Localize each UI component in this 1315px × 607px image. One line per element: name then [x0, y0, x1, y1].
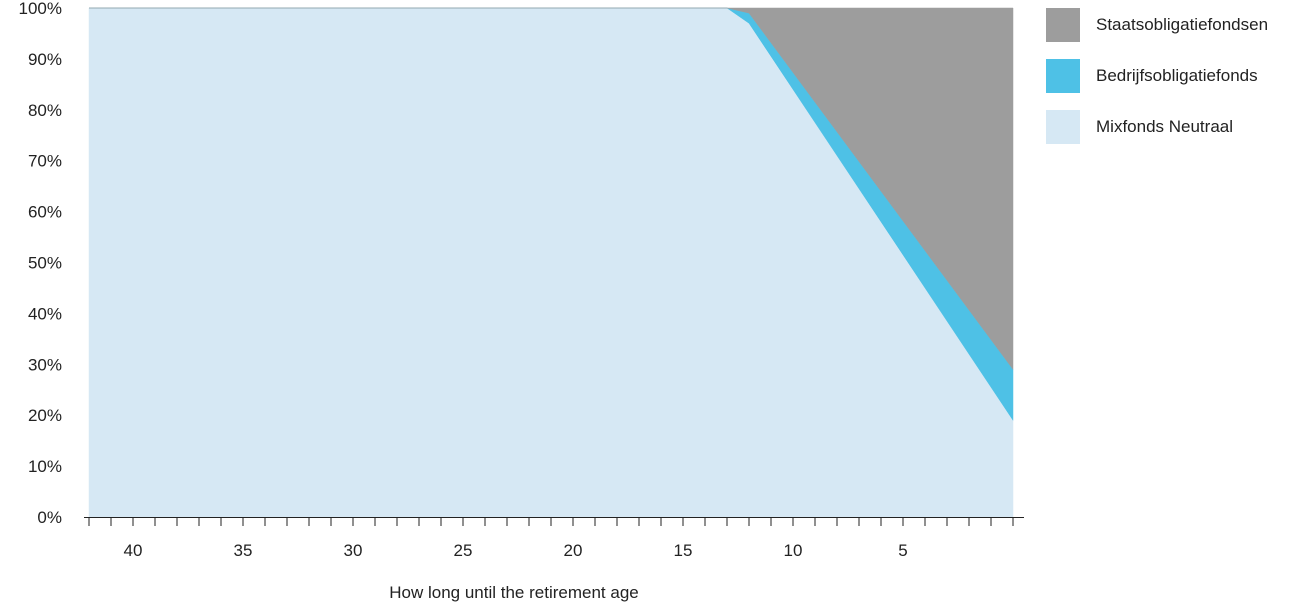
area-staatsobligatiefondsen — [89, 7, 1014, 371]
x-tick-label: 25 — [454, 541, 473, 560]
y-tick-label: 10% — [28, 457, 62, 476]
y-tick-label: 50% — [28, 254, 62, 273]
y-tick-label: 60% — [28, 203, 62, 222]
y-labels-layer: 0% 10% 20% 30% 40% 50% 60% 70% 80% 90% 100% — [19, 0, 62, 527]
y-tick-label: 70% — [28, 152, 62, 171]
legend-swatch-staatsobligatiefondsen — [1046, 8, 1080, 42]
x-tick-label: 20 — [564, 541, 583, 560]
legend-label-bedrijfsobligatiefonds: Bedrijfsobligatiefonds — [1096, 66, 1258, 85]
x-ticks-layer: 40 35 30 25 20 15 10 5 — [88, 517, 1014, 560]
x-tick-label: 5 — [898, 541, 907, 560]
legend-item-bedrijfsobligatiefonds: Bedrijfsobligatiefonds — [1046, 59, 1268, 93]
legend-item-mixfonds-neutraal: Mixfonds Neutraal — [1046, 110, 1268, 144]
x-axis-title: How long until the retirement age — [389, 583, 638, 602]
y-tick-label: 80% — [28, 101, 62, 120]
legend-label-staatsobligatiefondsen: Staatsobligatiefondsen — [1096, 15, 1269, 34]
legend: Staatsobligatiefondsen Bedrijfsobligatie… — [1046, 8, 1268, 144]
y-tick-label: 20% — [28, 406, 62, 425]
legend-label-mixfonds-neutraal: Mixfonds Neutraal — [1096, 117, 1234, 136]
x-tick-label: 10 — [784, 541, 803, 560]
legend-item-staatsobligatiefondsen: Staatsobligatiefondsen — [1046, 8, 1268, 42]
x-tick-label: 35 — [234, 541, 253, 560]
x-tick-label: 30 — [344, 541, 363, 560]
legend-swatch-bedrijfsobligatiefonds — [1046, 59, 1080, 93]
y-tick-label: 90% — [28, 50, 62, 69]
x-tick-label: 40 — [124, 541, 143, 560]
y-tick-label: 100% — [19, 0, 62, 18]
y-tick-label: 40% — [28, 304, 62, 323]
y-tick-label: 0% — [37, 508, 62, 527]
y-tick-label: 30% — [28, 355, 62, 374]
areas-layer — [88, 7, 1014, 518]
x-tick-label: 15 — [674, 541, 693, 560]
legend-swatch-mixfonds-neutraal — [1046, 110, 1080, 144]
